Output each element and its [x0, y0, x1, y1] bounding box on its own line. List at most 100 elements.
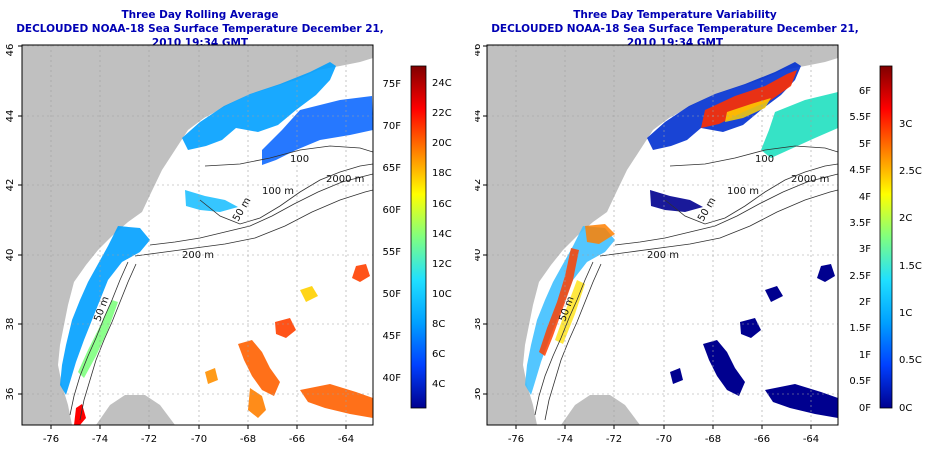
- map-frame: [486, 44, 839, 426]
- colorbar-fahrenheit-label: 5F: [859, 139, 871, 150]
- colorbar-fahrenheit-label: 2F: [859, 297, 871, 308]
- contour-label: 100: [755, 154, 774, 165]
- colorbar-fahrenheit-label: 0F: [859, 403, 871, 414]
- latitude-tick-label: 40: [5, 249, 16, 262]
- colorbar-celsius-label: 24C: [432, 78, 452, 89]
- latitude-tick-label: 38: [5, 318, 16, 331]
- colorbar-fahrenheit-label: 5.5F: [849, 112, 871, 123]
- colorbar: [410, 65, 427, 409]
- colorbar-celsius-label: 8C: [432, 319, 445, 330]
- colorbar-fahrenheit-label: 70F: [383, 121, 402, 132]
- colorbar-fahrenheit-label: 4F: [859, 192, 871, 203]
- variability-field: [555, 280, 585, 344]
- colorbar-celsius-label: 2C: [899, 213, 912, 224]
- colorbar-fahrenheit-label: 2.5F: [849, 271, 871, 282]
- graticule: [487, 45, 838, 425]
- colorbar-fahrenheit-label: 4.5F: [849, 165, 871, 176]
- sst-field: [300, 384, 373, 418]
- longitude-tick-label: -66: [754, 434, 770, 445]
- sst-field: [262, 96, 373, 165]
- sst-field: [248, 388, 266, 418]
- colorbar-celsius-label: 1.5C: [899, 261, 922, 272]
- latitude-tick-label: 36: [475, 388, 483, 401]
- variability-field: [539, 248, 579, 356]
- colorbar-fahrenheit-label: 65F: [383, 163, 402, 174]
- sst-field: [275, 318, 296, 338]
- axis-ticks: [18, 45, 347, 429]
- longitude-tick-label: -76: [508, 434, 524, 445]
- latitude-tick-label: 46: [5, 44, 16, 57]
- sst-field: [74, 404, 86, 425]
- land-mass: [22, 330, 52, 380]
- longitude-tick-label: -74: [92, 434, 108, 445]
- axis-ticks: [483, 45, 812, 429]
- latitude-tick-label: 44: [5, 110, 16, 123]
- sst-field: [205, 368, 218, 384]
- rolling-average-map-svg: 100 2000 m 100 m 50 m 200 m 50 m -76: [5, 44, 452, 445]
- sst-field: [182, 62, 336, 150]
- longitude-tick-label: -76: [43, 434, 59, 445]
- colorbar-fahrenheit-label: 3F: [859, 244, 871, 255]
- map-title-line1: Three Day Rolling Average: [121, 9, 279, 21]
- contour-label: 2000 m: [791, 174, 829, 185]
- depth-contours: [534, 145, 838, 421]
- sst-field: [300, 286, 318, 302]
- sst-field: [60, 226, 150, 395]
- colorbar-fahrenheit-label: 50F: [383, 289, 402, 300]
- longitude-tick-label: -70: [656, 434, 672, 445]
- variability-field: [650, 190, 703, 212]
- colorbar-fahrenheit-label: 75F: [383, 79, 402, 90]
- colorbar-celsius-label: 1C: [899, 308, 912, 319]
- contour-label: 100 m: [262, 186, 294, 197]
- longitude-tick-label: -72: [606, 434, 622, 445]
- variability-field: [585, 224, 615, 244]
- variability-field: [761, 92, 838, 158]
- longitude-tick-label: -70: [191, 434, 207, 445]
- latitude-tick-label: 42: [475, 179, 483, 192]
- land-mass: [96, 395, 175, 425]
- colorbar-celsius-label: 4C: [432, 379, 445, 390]
- colorbar-celsius-label: 2.5C: [899, 166, 922, 177]
- colorbar-celsius-label: 12C: [432, 259, 452, 270]
- contour-label: 200 m: [182, 250, 214, 261]
- longitude-tick-label: -64: [338, 434, 354, 445]
- longitude-tick-label: -74: [557, 434, 573, 445]
- colorbar-celsius-label: 22C: [432, 108, 452, 119]
- colorbar-celsius-label: 0.5C: [899, 355, 922, 366]
- sst-field: [352, 264, 370, 282]
- colorbar-fahrenheit-label: 40F: [383, 373, 402, 384]
- colorbar-celsius-label: 3C: [899, 119, 912, 130]
- temperature-variability-panel: Three Day Temperature Variability DECLOU…: [475, 0, 950, 475]
- longitude-tick-label: -64: [803, 434, 819, 445]
- sst-field: [238, 340, 280, 396]
- colorbar-celsius-label: 20C: [432, 138, 452, 149]
- contour-label: 100 m: [727, 186, 759, 197]
- latitude-tick-label: 38: [475, 318, 483, 331]
- map-frame: [21, 44, 374, 426]
- variability-field: [701, 70, 797, 128]
- latitude-tick-label: 40: [475, 249, 483, 262]
- longitude-tick-label: -66: [289, 434, 305, 445]
- variability-field: [670, 368, 683, 384]
- land-mass: [487, 330, 517, 380]
- land-mass: [22, 45, 373, 425]
- colorbar-fahrenheit-label: 6F: [859, 86, 871, 97]
- variability-field: [817, 264, 835, 282]
- contour-label: 200 m: [647, 250, 679, 261]
- contour-label: 100: [290, 154, 309, 165]
- contour-label: 2000 m: [326, 174, 364, 185]
- colorbar: [879, 65, 893, 409]
- colorbar-fahrenheit-label: 45F: [383, 331, 402, 342]
- latitude-tick-label: 46: [475, 44, 483, 57]
- rolling-average-panel: Three Day Rolling Average DECLOUDED NOAA…: [5, 9, 452, 445]
- latitude-tick-label: 42: [5, 179, 16, 192]
- colorbar-celsius-label: 0C: [899, 403, 912, 414]
- colorbar-fahrenheit-label: 0.5F: [849, 376, 871, 387]
- longitude-tick-label: -72: [141, 434, 157, 445]
- land-mass: [487, 45, 838, 425]
- colorbar-celsius-label: 18C: [432, 168, 452, 179]
- variability-field: [765, 286, 783, 302]
- colorbar-fahrenheit-label: 3.5F: [849, 218, 871, 229]
- variability-field: [740, 318, 761, 338]
- longitude-tick-label: -68: [705, 434, 721, 445]
